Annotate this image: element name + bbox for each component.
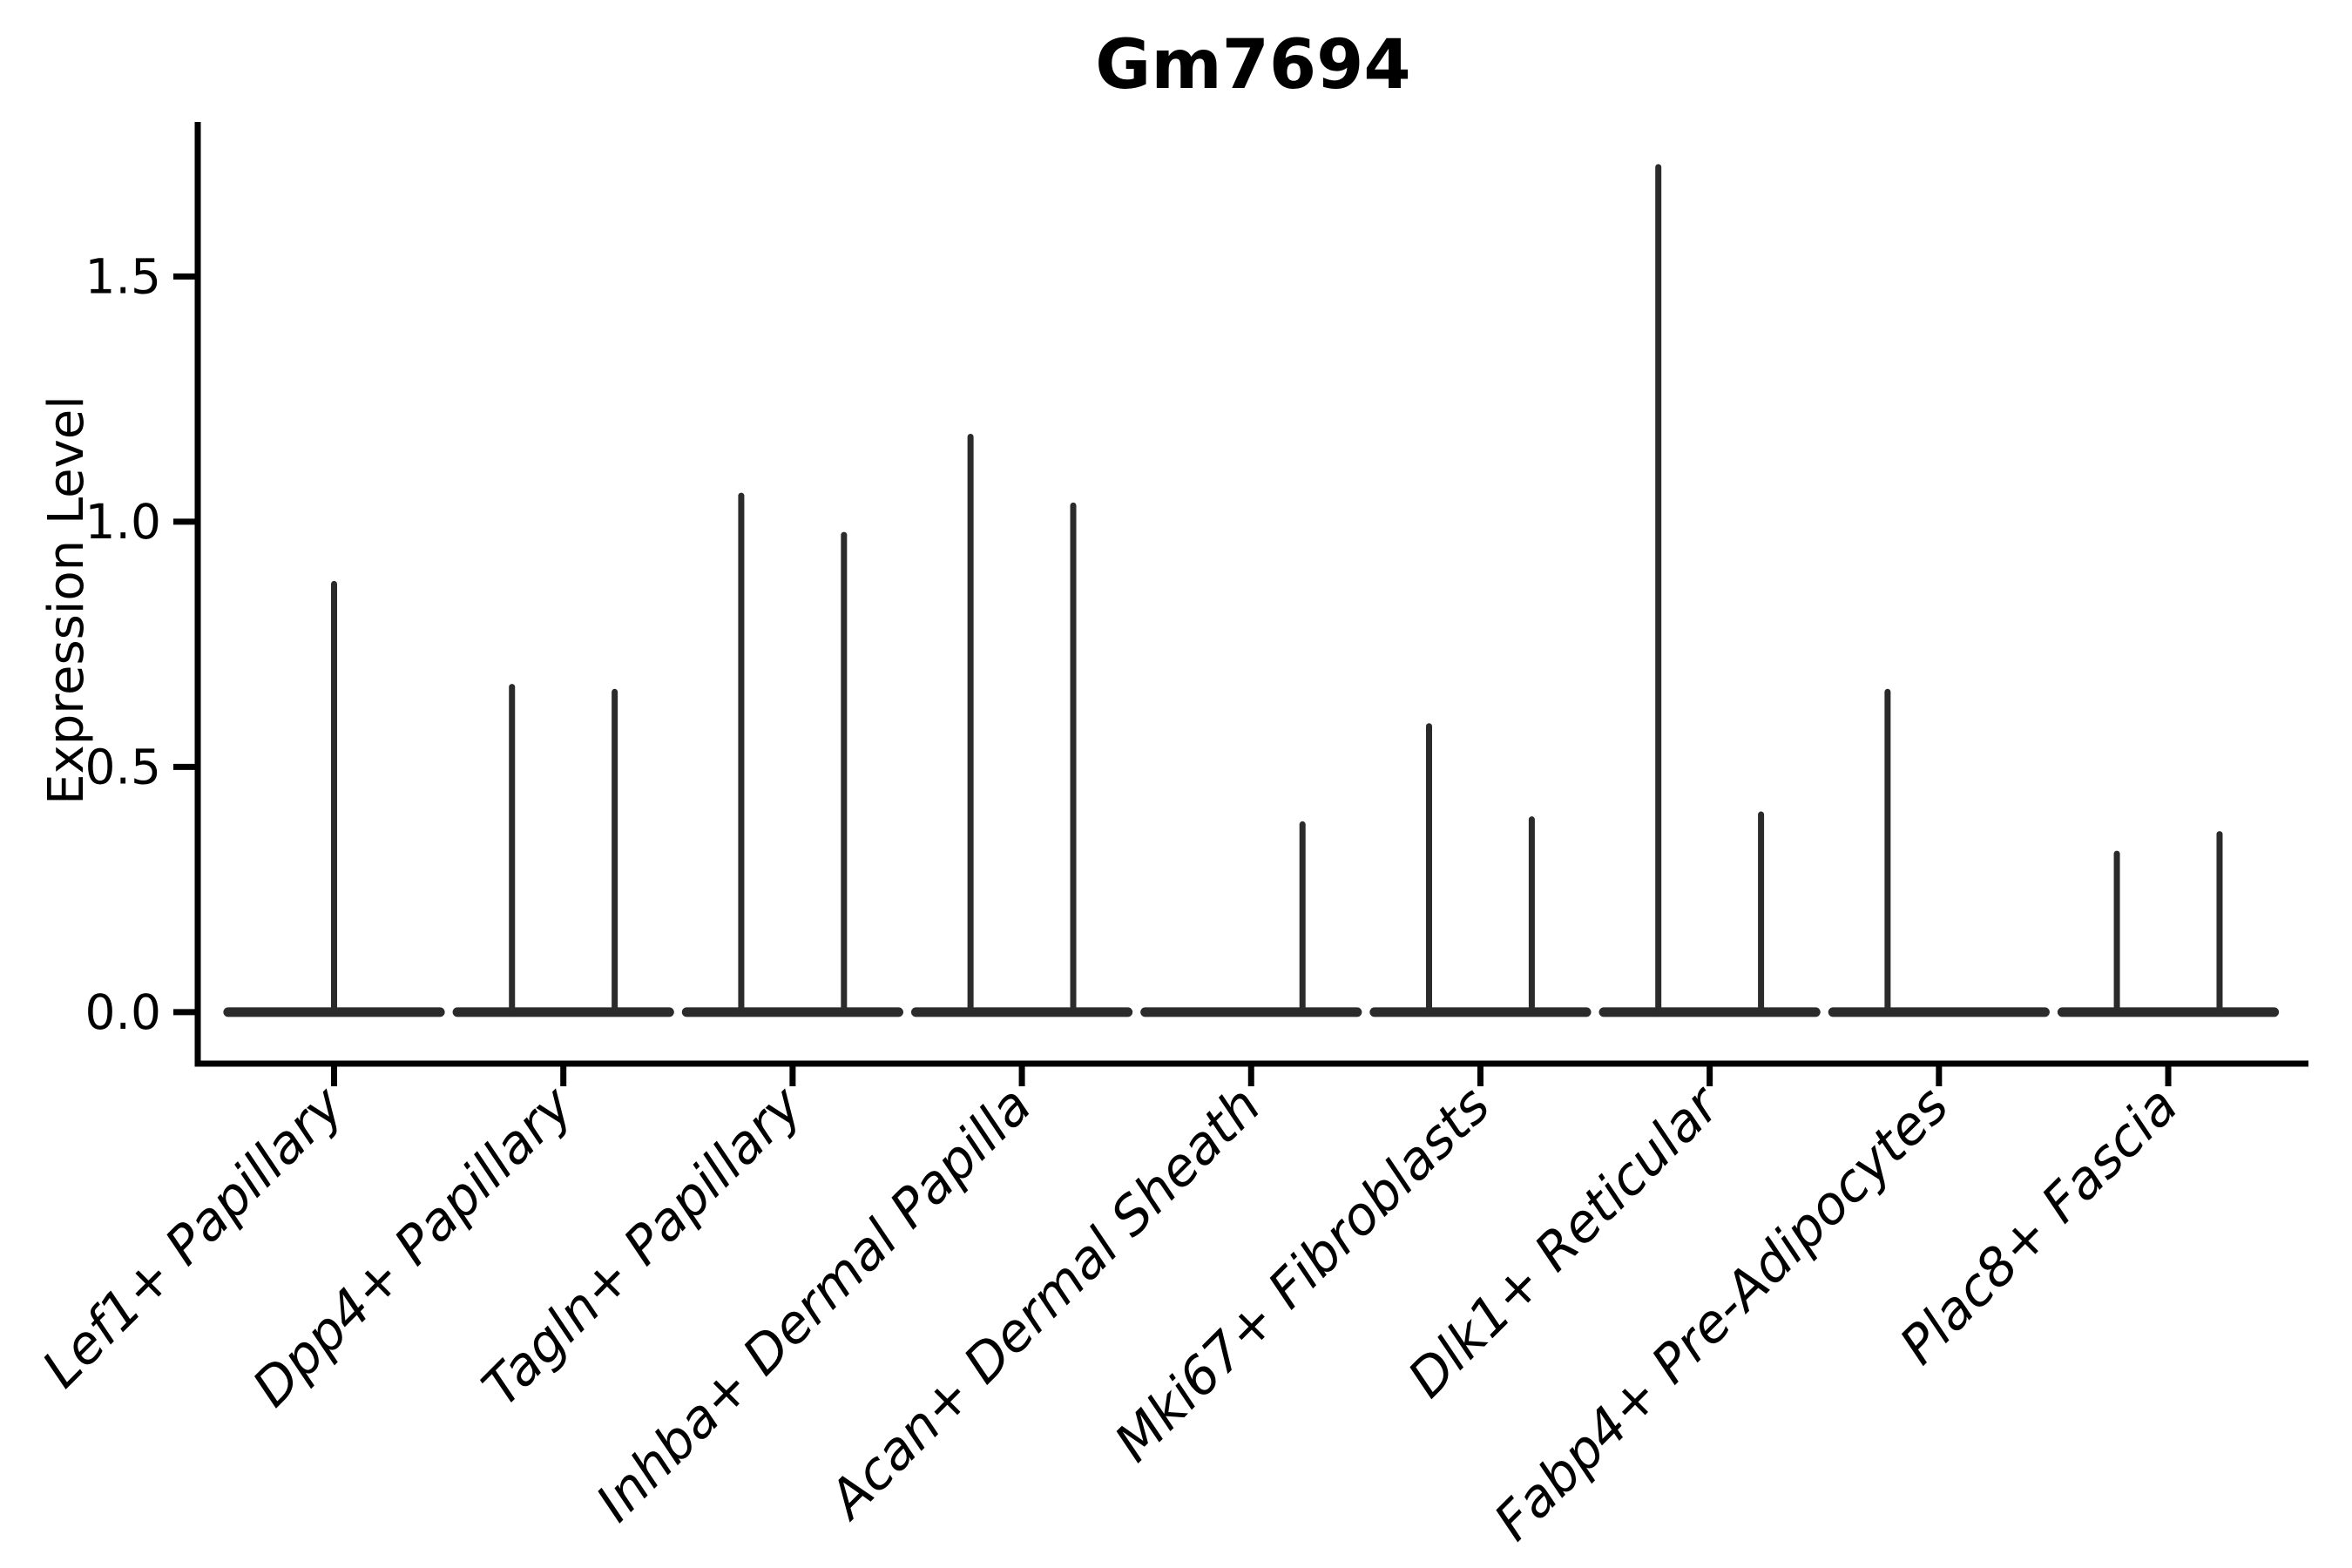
y-axis-label: Expression Level xyxy=(38,395,95,805)
y-tick-label: 0.0 xyxy=(85,984,161,1040)
y-tick-label: 1.0 xyxy=(85,494,161,550)
x-category-label: Mki67+ Fibroblasts xyxy=(1103,1075,1502,1474)
y-tick-label: 1.5 xyxy=(85,249,161,305)
x-category-label: Inhba+ Dermal Papilla xyxy=(585,1075,1043,1533)
x-category-label: Fabp4+ Pre-Adipocytes xyxy=(1483,1075,1960,1552)
chart-title: Gm7694 xyxy=(1095,26,1411,105)
y-tick-label: 0.5 xyxy=(85,740,161,795)
x-category-label: Acan+ Dermal Sheath xyxy=(815,1075,1273,1532)
